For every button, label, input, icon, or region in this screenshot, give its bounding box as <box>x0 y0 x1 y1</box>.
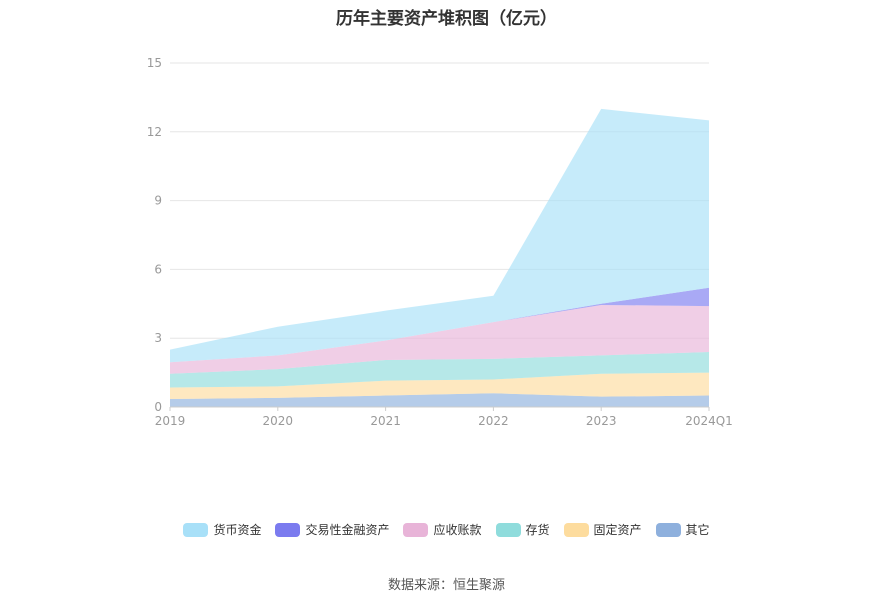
area-固定资产 <box>170 372 709 399</box>
x-tick-label: 2022 <box>478 414 509 428</box>
area-应收账款 <box>170 304 709 374</box>
legend-swatch <box>275 522 301 537</box>
area-存货 <box>170 351 709 388</box>
y-tick-label: 0 <box>154 400 162 414</box>
area-series <box>170 108 709 407</box>
legend-item[interactable]: 固定资产 <box>563 521 642 538</box>
y-tick-label: 3 <box>154 331 162 345</box>
y-tick-label: 12 <box>147 125 162 139</box>
area-货币资金 <box>170 108 709 363</box>
legend-swatch <box>495 522 521 537</box>
legend-item[interactable]: 货币资金 <box>183 521 261 538</box>
legend-label: 存货 <box>525 523 550 537</box>
y-tick-label: 6 <box>154 262 162 276</box>
area-其它 <box>170 393 709 407</box>
legend-label: 交易性金融资产 <box>305 523 390 537</box>
legend-item[interactable]: 其它 <box>655 521 710 538</box>
legend-item[interactable]: 交易性金融资产 <box>275 521 389 538</box>
legend-label: 应收账款 <box>433 523 482 537</box>
legend-swatch <box>403 522 429 537</box>
data-source: 数据来源：恒生聚源 <box>387 578 505 593</box>
legend-swatch <box>563 522 589 537</box>
legend: 货币资金 交易性金融资产 应收账款 存货 固定资产 其它 <box>0 521 893 538</box>
x-tick-label: 2023 <box>586 414 617 428</box>
y-tick-label: 9 <box>154 194 162 208</box>
x-tick-label: 2024Q1 <box>685 414 733 428</box>
x-tick-label: 2021 <box>370 414 401 428</box>
legend-swatch <box>183 522 209 537</box>
legend-swatch <box>655 522 681 537</box>
legend-label: 固定资产 <box>593 523 642 537</box>
x-tick-label: 2019 <box>155 414 186 428</box>
axes: 0 3 6 9 12 15 2019 2020 2021 2022 2023 2024Q1 <box>147 56 733 428</box>
y-tick-label: 15 <box>147 56 162 70</box>
legend-label: 货币资金 <box>213 523 262 537</box>
legend-label: 其它 <box>685 523 710 537</box>
legend-item[interactable]: 存货 <box>495 521 550 538</box>
legend-item[interactable]: 应收账款 <box>403 521 482 538</box>
chart-title: 历年主要资产堆积图（亿元） <box>336 9 557 29</box>
x-tick-label: 2020 <box>263 414 294 428</box>
